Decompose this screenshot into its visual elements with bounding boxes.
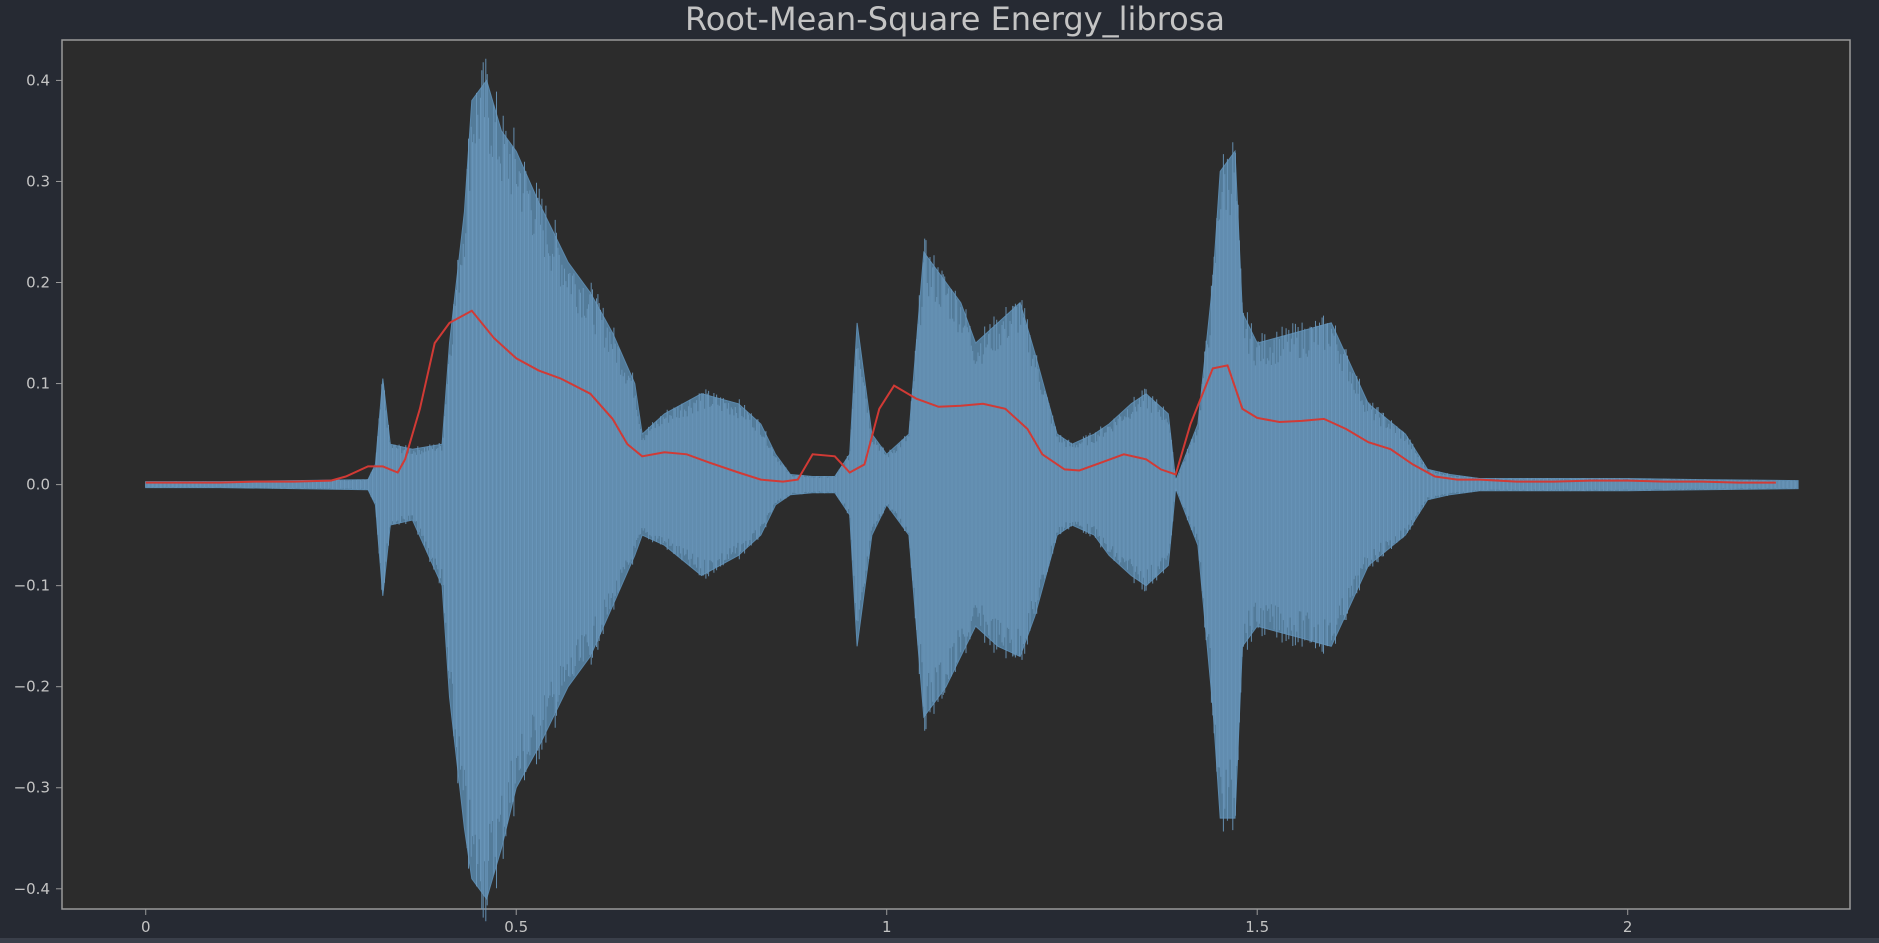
y-tick-label: 0.1 bbox=[26, 375, 50, 393]
x-tick-label: 0 bbox=[141, 918, 151, 936]
x-tick-label: 1 bbox=[882, 918, 892, 936]
y-tick-label: −0.4 bbox=[14, 880, 50, 898]
y-tick-label: −0.3 bbox=[14, 779, 50, 797]
plot-marks bbox=[145, 58, 1799, 922]
chart-title: Root-Mean-Square Energy_librosa bbox=[685, 0, 1225, 38]
waveform-spike-lines bbox=[145, 58, 1798, 922]
y-tick-label: −0.2 bbox=[14, 678, 50, 696]
y-tick-label: −0.1 bbox=[14, 577, 50, 595]
bottom-strip bbox=[0, 938, 1879, 943]
x-tick-label: 0.5 bbox=[504, 918, 528, 936]
y-tick-label: 0.4 bbox=[26, 71, 50, 89]
y-tick-label: 0.3 bbox=[26, 172, 50, 190]
y-tick-label: 0.2 bbox=[26, 274, 50, 292]
waveform-spikes bbox=[145, 58, 1798, 922]
rms-line bbox=[145, 309, 1776, 484]
x-tick-label: 2 bbox=[1623, 918, 1633, 936]
y-tick-label: 0.0 bbox=[26, 476, 50, 494]
x-tick-label: 1.5 bbox=[1245, 918, 1269, 936]
axes: 0 0.5 1 1.5 2 0.4 0.3 0.2 0.1 0.0 −0.1 −0.2 −0.3 −0.4 bbox=[14, 71, 1633, 936]
